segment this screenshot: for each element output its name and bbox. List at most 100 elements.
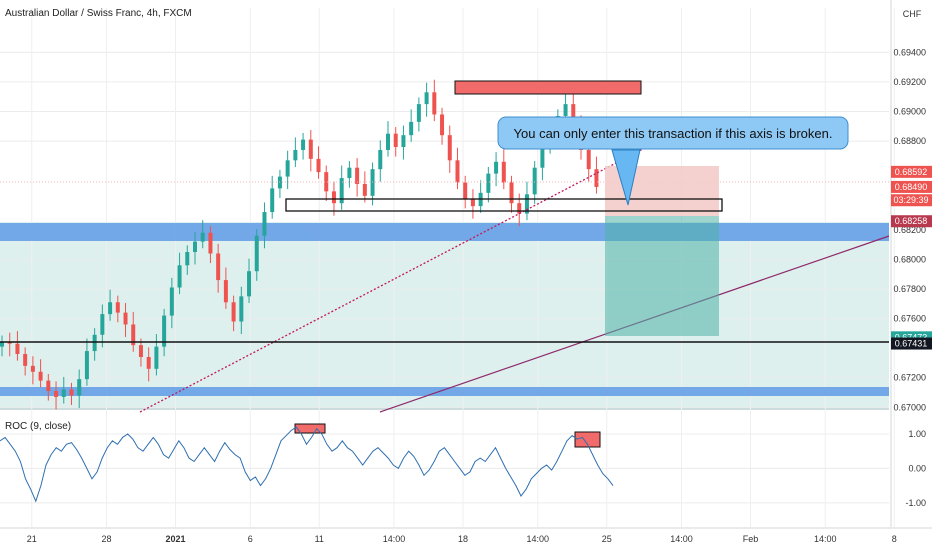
candle-body [571, 104, 576, 122]
callout-box [497, 116, 849, 150]
candle-body [100, 314, 105, 335]
candle-body [0, 342, 4, 347]
candle-body [61, 389, 66, 397]
candle-body [193, 241, 197, 252]
candle-body [138, 345, 143, 357]
price-tag-bg [891, 194, 932, 207]
candle-body [162, 315, 167, 347]
candle-body [301, 139, 306, 150]
candle-body [131, 324, 136, 346]
candle-body [123, 312, 128, 325]
candle-body [185, 251, 190, 266]
candle-body [540, 147, 545, 168]
candle-body [447, 135, 452, 161]
price-tag-label: 0.68258 [895, 216, 928, 226]
time-tick-label: 2021 [165, 534, 185, 544]
candle-body [316, 158, 321, 173]
candle-body [440, 114, 445, 136]
candle-body [386, 133, 390, 150]
candle-body [262, 212, 267, 236]
price-tick-label: 0.68200 [893, 225, 926, 235]
candle-body [46, 380, 51, 391]
candle-body [532, 167, 537, 195]
upper-support-zone [0, 223, 889, 241]
candle-body [509, 182, 514, 204]
candle-body [594, 169, 599, 187]
price-tick-label: 0.68800 [893, 136, 926, 146]
candle-body [586, 149, 591, 170]
candle-body [92, 334, 97, 352]
candle-body [154, 346, 159, 369]
candle-body [177, 265, 182, 288]
price-tag-bg [891, 215, 932, 228]
price-tag-label: 0.68490 [895, 182, 928, 192]
roc-label: ROC (9, close) [5, 421, 71, 432]
price-tick-label: 0.67200 [893, 373, 926, 383]
candle-body [293, 149, 298, 161]
candle-body [393, 133, 398, 148]
time-tick-label: 11 [315, 534, 324, 544]
candle-body [15, 343, 20, 355]
time-tick-label: 14:00 [670, 534, 693, 544]
time-tick-label: 14:00 [814, 534, 837, 544]
roc-peak-box-2 [574, 431, 601, 448]
price-tag-label: 0.67431 [895, 339, 928, 349]
time-tick-label: 8 [892, 534, 897, 544]
callout-pointer [611, 149, 641, 206]
candle-body [324, 172, 329, 192]
candle-body [216, 253, 221, 281]
teal-background-zone [0, 222, 889, 408]
candle-body [331, 191, 336, 204]
candle-body [270, 188, 275, 213]
price-tick-label: 0.67600 [893, 314, 926, 324]
resistance-box [454, 80, 642, 95]
candle-body [108, 302, 113, 315]
time-tick-label: Feb [743, 534, 759, 544]
time-tick-label: 28 [101, 534, 111, 544]
candle-body [355, 167, 360, 184]
candle-body [432, 92, 437, 115]
candle-body [409, 121, 414, 136]
candle-body [308, 139, 313, 159]
candle-body [339, 178, 344, 204]
candle-body [146, 356, 151, 369]
candle-body [470, 198, 475, 207]
currency-label: CHF [903, 9, 922, 19]
time-tick-label: 21 [27, 534, 37, 544]
roc-tick-label: 0.00 [908, 463, 926, 473]
candle-body [486, 173, 491, 193]
candle-body [77, 379, 82, 396]
chart-title: Australian Dollar / Swiss Franc, 4h, FXC… [5, 8, 192, 19]
candle-body [208, 232, 213, 254]
candle-body [169, 287, 174, 316]
candle-body [401, 135, 406, 148]
dotted-trendline [139, 139, 661, 413]
candle-body [231, 302, 236, 322]
candle-body [69, 389, 74, 396]
price-tag-bg [891, 180, 932, 193]
candle-body [7, 342, 12, 344]
price-tick-label: 0.67000 [893, 402, 926, 412]
price-tag-label: 0.67473 [895, 332, 928, 342]
candle-body [223, 280, 228, 303]
candle-body [378, 149, 383, 170]
candle-body [524, 194, 529, 214]
price-tag-bg [891, 337, 932, 350]
roc-line [0, 426, 614, 503]
take-profit-zone [605, 216, 719, 336]
candle-body [23, 354, 28, 366]
price-tag-label: 03:29:39 [893, 195, 928, 205]
candle-body [416, 104, 421, 122]
time-tick-label: 14:00 [526, 534, 549, 544]
candle-body [247, 271, 252, 297]
candle-body [563, 104, 568, 116]
price-tick-label: 0.69400 [893, 47, 926, 57]
price-tick-label: 0.67800 [893, 284, 926, 294]
candle-body [463, 182, 468, 199]
time-tick-label: 25 [602, 534, 612, 544]
candle-body [347, 167, 352, 179]
candle-body [424, 92, 429, 105]
callout [497, 116, 849, 206]
candle-body [362, 183, 367, 196]
